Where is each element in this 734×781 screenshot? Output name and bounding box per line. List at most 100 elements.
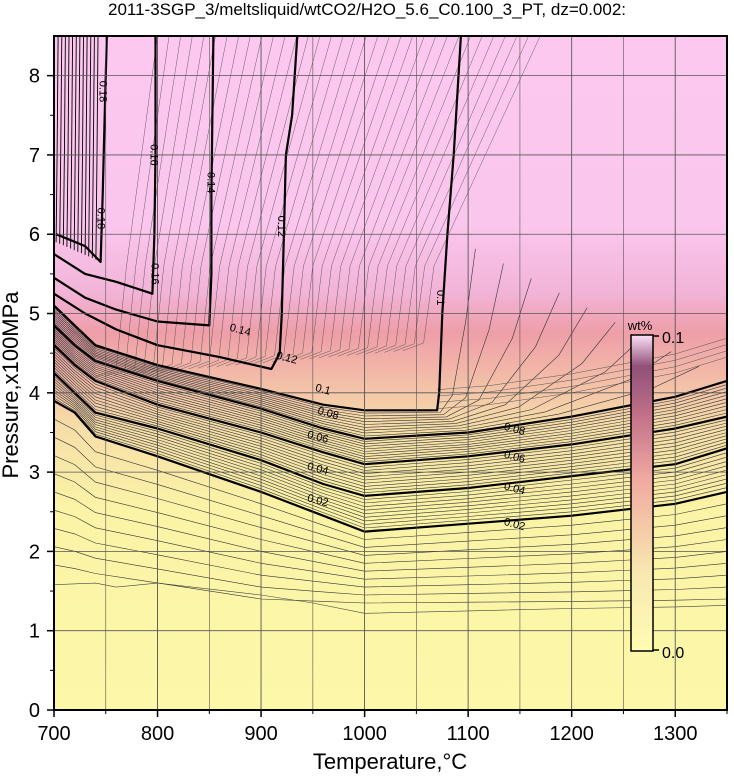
x-axis-ticks: 700 800 900 1000 1100 1200 1300: [37, 710, 728, 745]
minor-contour: [179, 36, 263, 370]
colorbar-max-label: 0.1: [662, 330, 684, 347]
minor-contour: [54, 331, 727, 447]
minor-contour: [54, 509, 727, 580]
minor-contour: [54, 292, 560, 423]
minor-contour: [54, 364, 727, 487]
minor-contour: [54, 339, 727, 457]
contour-label: 0.16: [147, 144, 159, 165]
y-tick-label: 8: [29, 66, 40, 88]
contour-label-text: 0.02: [306, 492, 330, 509]
minor-contour: [54, 356, 727, 478]
minor-contour: [291, 36, 402, 361]
colorbar-min-label: 0.0: [662, 645, 684, 662]
contour-label: 0.14: [228, 322, 252, 339]
minor-contour: [54, 436, 727, 548]
minor-contour: [300, 36, 413, 360]
contour-label: 0.18: [95, 208, 107, 229]
major-contour-0.02: [54, 399, 727, 533]
major-contours: [54, 36, 727, 533]
minor-contour: [272, 36, 379, 363]
minor-contour: [393, 36, 529, 352]
contour-label: 0.18: [97, 81, 109, 102]
contour-label-text: 0.16: [148, 263, 160, 284]
contour-label: 0.02: [306, 492, 330, 509]
colorbar-title: wt%: [627, 318, 653, 333]
minor-contour: [337, 36, 460, 357]
minor-contour: [54, 343, 727, 463]
contour-label-text: 0.18: [97, 81, 109, 102]
x-tick-label: 800: [141, 723, 174, 745]
minor-contour: [54, 367, 727, 490]
contour-label-text: 0.04: [503, 480, 527, 497]
x-tick-label: 1200: [549, 723, 594, 745]
y-tick-label: 3: [29, 462, 40, 484]
contour-label: 0.12: [275, 350, 299, 367]
major-contour-0.08: [54, 324, 727, 440]
minor-contour: [54, 375, 727, 500]
chart-title: 2011-3SGP_3/meltsliquid/wtCO2/H2O_5.6_C0…: [107, 0, 627, 19]
minor-contour: [54, 389, 727, 518]
minor-contour: [54, 337, 727, 455]
minor-contour: [54, 546, 727, 596]
minor-contour: [244, 36, 344, 365]
contour-label-text: 0.08: [503, 421, 527, 438]
contour-label: 0.12: [275, 216, 287, 237]
minor-contour: [54, 491, 727, 572]
minor-contour: [54, 327, 727, 442]
contour-label-text: 0.02: [503, 516, 527, 533]
y-tick-label: 4: [29, 383, 40, 405]
minor-contour: [54, 248, 476, 414]
minor-contour: [54, 369, 727, 494]
minor-contour: [54, 455, 727, 556]
minor-contour: [54, 397, 727, 529]
minor-contour: [54, 329, 727, 445]
major-contour-0.06: [54, 344, 727, 466]
minor-contour: [54, 383, 727, 511]
contour-label: 0.14: [204, 172, 216, 193]
y-axis-ticks: 0 1 2 3 4 5 6 7 8: [29, 66, 54, 722]
minor-contour: [132, 36, 205, 374]
minor-contour: [54, 319, 644, 431]
minor-contour: [54, 335, 727, 452]
minor-contour: [54, 347, 727, 468]
contour-label-text: 0.16: [147, 144, 159, 165]
minor-contour: [54, 381, 727, 507]
minor-contour: [123, 36, 193, 375]
contour-label: 0.06: [306, 429, 330, 446]
minor-contour: [151, 36, 228, 373]
y-axis-label: Pressure,x100MPa: [0, 291, 23, 479]
contour-label: 0.06: [503, 449, 527, 466]
colorbar-gradient: [630, 334, 654, 652]
x-tick-label: 1100: [447, 723, 490, 745]
minor-contour: [54, 361, 727, 484]
minor-contour: [54, 378, 727, 504]
contour-label: 0.02: [503, 516, 527, 533]
plot-frame: [53, 35, 728, 711]
minor-contour: [356, 36, 483, 355]
minor-contour: [54, 263, 504, 417]
minor-contour: [54, 353, 727, 475]
contour-label: 0.1: [434, 290, 446, 305]
contour-label-text: 0.18: [95, 208, 107, 229]
contour-label: 0.04: [306, 461, 330, 478]
y-tick-label: 7: [29, 145, 40, 167]
x-axis-label: Temperature,°C: [313, 749, 467, 774]
y-tick-label: 6: [29, 224, 40, 246]
minor-contour: [104, 36, 170, 377]
minor-contour: [54, 418, 727, 540]
minor-contour: [141, 36, 216, 374]
minor-contour: [54, 323, 700, 437]
minor-contour: [263, 36, 367, 363]
contour-label-text: 0.06: [503, 449, 527, 466]
minor-contour: [309, 36, 425, 359]
minor-contour: [169, 36, 251, 371]
minor-contour: [54, 394, 727, 525]
major-contour-0.16: [54, 36, 157, 295]
contour-label-text: 0.1: [434, 290, 446, 305]
major-contour-0.12: [54, 36, 299, 371]
minor-contour: [54, 307, 588, 425]
contour-label-text: 0.14: [228, 322, 252, 339]
x-tick-label: 700: [37, 723, 70, 745]
contour-label-text: 0.14: [204, 172, 216, 193]
